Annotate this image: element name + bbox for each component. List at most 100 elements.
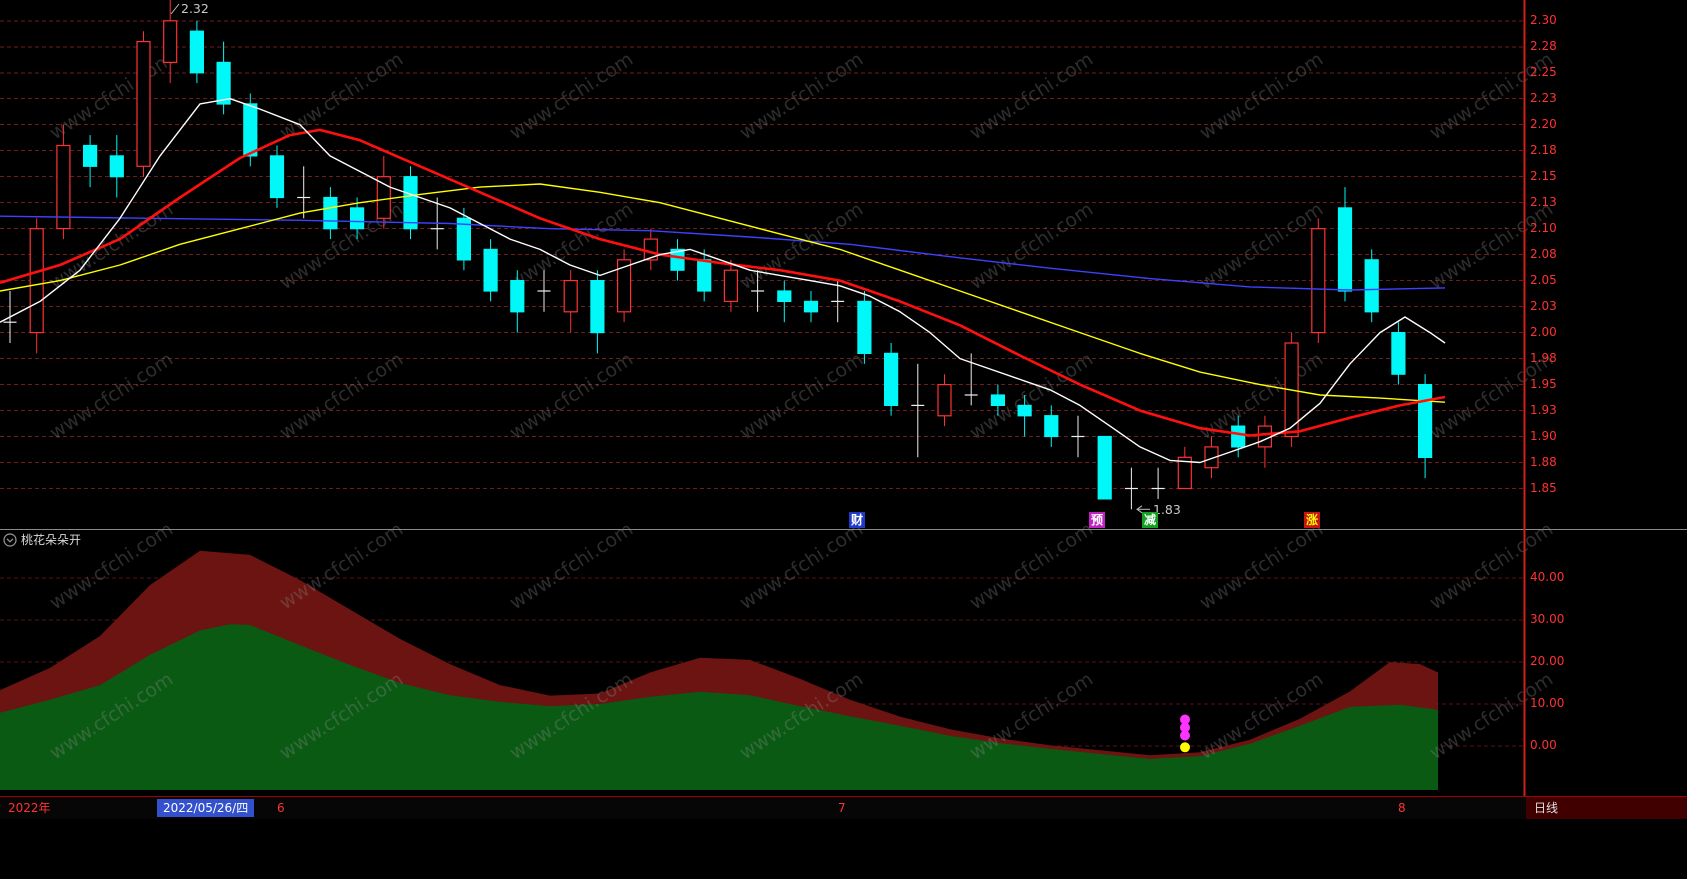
price-axis-label: 2.23 xyxy=(1530,90,1557,105)
indicator-areas xyxy=(0,550,1438,790)
month-tick: 8 xyxy=(1398,801,1406,815)
candle[interactable] xyxy=(563,270,578,333)
candle[interactable] xyxy=(1337,187,1353,302)
watermark-text: www.cfchi.com xyxy=(966,348,1097,444)
candle[interactable] xyxy=(297,166,311,219)
signal-dots xyxy=(1180,714,1190,753)
watermark-text: www.cfchi.com xyxy=(276,48,407,144)
candle[interactable] xyxy=(937,374,952,427)
indicator-axis-label: 20.00 xyxy=(1530,654,1565,668)
signal-dot xyxy=(1180,730,1190,741)
candle[interactable] xyxy=(350,197,365,240)
price-axis-label: 2.13 xyxy=(1530,194,1557,209)
price-axis-label: 2.03 xyxy=(1530,298,1557,313)
candle[interactable] xyxy=(82,135,98,188)
candle[interactable] xyxy=(1177,446,1192,490)
selected-date-chip: 2022/05/26/四 xyxy=(157,799,255,817)
candle[interactable] xyxy=(670,239,685,281)
period-label: 日线 xyxy=(1534,801,1559,815)
candle[interactable] xyxy=(911,363,925,458)
event-marker[interactable]: 预 xyxy=(1089,512,1105,528)
price-axis-label: 2.28 xyxy=(1530,38,1557,53)
price-axis-label: 2.10 xyxy=(1530,220,1557,235)
indicator-axis-label: 10.00 xyxy=(1530,696,1565,710)
candle[interactable] xyxy=(136,31,151,177)
indicator-collapse-icon[interactable] xyxy=(3,532,17,547)
candle[interactable] xyxy=(483,239,498,302)
candle[interactable] xyxy=(1311,218,1326,343)
indicator-axis-label: 0.00 xyxy=(1530,738,1557,752)
candle[interactable] xyxy=(590,270,605,354)
watermark-text: www.cfchi.com xyxy=(276,518,407,614)
indicator-panel-header: 桃花朵朵开 xyxy=(3,531,81,548)
watermark-text: www.cfchi.com xyxy=(966,48,1097,144)
candle[interactable] xyxy=(1151,467,1165,499)
watermark-text: www.cfchi.com xyxy=(736,518,867,614)
candle[interactable] xyxy=(56,124,71,240)
candle[interactable] xyxy=(1017,395,1032,437)
candle[interactable] xyxy=(510,270,525,333)
period-chip[interactable]: 日线 xyxy=(1526,797,1687,819)
watermark-text: www.cfchi.com xyxy=(276,348,407,444)
watermark-text: www.cfchi.com xyxy=(966,198,1097,294)
candle[interactable] xyxy=(643,228,658,271)
candle[interactable] xyxy=(723,259,739,312)
candlestick-layer[interactable] xyxy=(3,0,1433,510)
watermark-text: www.cfchi.com xyxy=(1196,518,1327,614)
candle[interactable] xyxy=(1097,435,1112,500)
candle[interactable] xyxy=(1124,467,1138,510)
candle[interactable] xyxy=(109,135,124,198)
candle[interactable] xyxy=(1417,374,1433,479)
candle[interactable] xyxy=(1204,436,1219,479)
year-label: 2022年 xyxy=(8,801,51,815)
candle[interactable] xyxy=(376,155,391,229)
event-marker[interactable]: 财 xyxy=(849,512,865,528)
high-price-annotation: 2.32 xyxy=(181,1,209,16)
candle[interactable] xyxy=(163,0,178,84)
candle[interactable] xyxy=(697,249,712,302)
candle[interactable] xyxy=(857,291,872,364)
candle[interactable] xyxy=(1071,415,1085,458)
candle[interactable] xyxy=(990,384,1006,416)
candle[interactable] xyxy=(1231,415,1246,458)
price-axis-label: 2.15 xyxy=(1530,168,1557,183)
price-axis-label: 1.93 xyxy=(1530,402,1557,417)
candle[interactable] xyxy=(803,291,819,323)
candle[interactable] xyxy=(751,270,765,312)
candle[interactable] xyxy=(1391,322,1406,385)
watermark-text: www.cfchi.com xyxy=(1426,518,1557,614)
watermark-text: www.cfchi.com xyxy=(736,48,867,144)
candle[interactable] xyxy=(537,270,551,312)
price-axis-label: 1.85 xyxy=(1530,480,1557,495)
candle[interactable] xyxy=(616,249,632,323)
indicator-axis-label: 40.00 xyxy=(1530,570,1565,584)
candle[interactable] xyxy=(323,187,338,240)
candle[interactable] xyxy=(1364,249,1379,323)
watermark-text: www.cfchi.com xyxy=(966,518,1097,614)
candle[interactable] xyxy=(456,207,471,271)
candle[interactable] xyxy=(1044,405,1059,447)
high-annotation-arrow xyxy=(170,3,180,15)
candle[interactable] xyxy=(403,166,418,240)
watermark-text: www.cfchi.com xyxy=(506,518,637,614)
candle[interactable] xyxy=(29,218,44,354)
candle[interactable] xyxy=(216,41,231,115)
signal-dot xyxy=(1180,722,1190,733)
candle[interactable] xyxy=(831,280,845,323)
event-marker[interactable]: 涨 xyxy=(1304,512,1320,528)
watermark-text: www.cfchi.com xyxy=(46,48,177,144)
candle[interactable] xyxy=(883,343,899,416)
signal-dot xyxy=(1180,714,1190,725)
price-axis-label: 2.05 xyxy=(1530,272,1557,287)
candle[interactable] xyxy=(777,280,792,323)
candle[interactable] xyxy=(189,20,204,84)
ma-red xyxy=(0,128,1446,437)
month-tick: 6 xyxy=(277,801,285,815)
price-axis-label: 1.95 xyxy=(1530,376,1557,391)
event-marker[interactable]: 减 xyxy=(1142,512,1158,528)
price-axis-label: 2.20 xyxy=(1530,116,1557,131)
candle[interactable] xyxy=(269,145,285,208)
watermark-text: www.cfchi.com xyxy=(736,348,867,444)
